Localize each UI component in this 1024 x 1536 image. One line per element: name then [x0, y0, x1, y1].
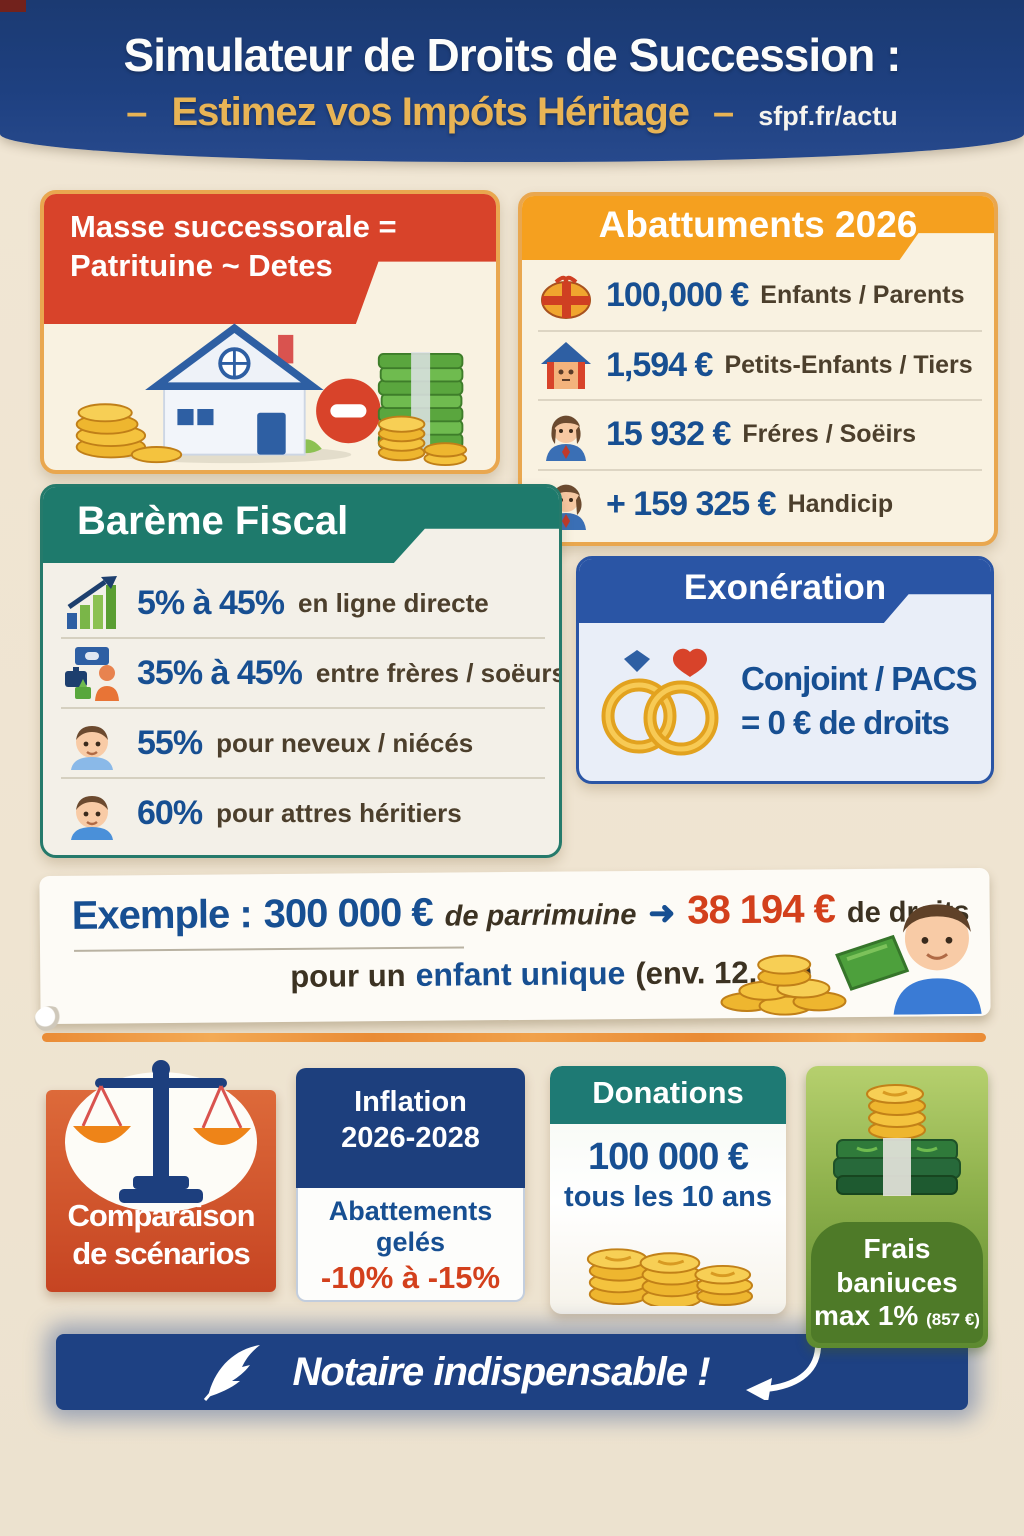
coins-and-child-illustration	[720, 904, 982, 1016]
abattement-amount: + 159 325 €	[606, 484, 777, 523]
frais-line3: max 1% (857 €)	[813, 1299, 981, 1333]
curved-arrow-icon	[745, 1345, 821, 1400]
abattement-amount: 15 932 €	[606, 415, 731, 454]
notaire-text: Notaire indispensable !	[292, 1349, 710, 1394]
bareme-label: pour neveux / niécés	[216, 727, 474, 758]
subtitle-row: – Estimez vos Impóts Héritage – sfpf.fr/…	[126, 90, 897, 135]
frais-paren: (857 €)	[926, 1310, 980, 1330]
bareme-card-header: Barème Fiscal	[43, 487, 559, 563]
bareme-label: entre frères / soëurs	[315, 657, 562, 688]
comparison-card: Comparaison de scénarios	[46, 1060, 276, 1292]
estate-minus-debts-illustration	[75, 323, 468, 466]
abattements-card-header: Abattuments 2026	[522, 196, 994, 260]
inflation-body-line3: -10% à -15%	[320, 1260, 501, 1296]
bareme-rate: 60%	[137, 793, 203, 832]
abattement-amount: 1,594 €	[606, 345, 713, 384]
abattement-row: 100,000 € Enfants / Parents	[538, 262, 982, 330]
abattement-row: 1,594 € Petits-Enfants / Tiers	[538, 329, 982, 400]
abattements-rows: 100,000 € Enfants / Parents 1,594 €	[538, 262, 982, 538]
inflation-body-line1: Abattements	[328, 1196, 493, 1226]
bareme-rate: 35% à 45%	[137, 653, 303, 692]
frais-label: Frais baniuces max 1% (857 €)	[811, 1222, 983, 1343]
donations-card: Donations 100 000 € tous les 10 ans	[550, 1066, 786, 1314]
bareme-row: 60% pour attres héritiers	[61, 777, 545, 847]
exoneration-body: Conjoint / PACS = 0 € de droits	[593, 629, 981, 773]
corner-mark	[0, 0, 26, 12]
abattement-amount: 100,000 €	[606, 276, 749, 315]
inflation-title-line1: Inflation	[354, 1086, 467, 1118]
abattement-row: 15 932 € Fréres / Soëirs	[538, 399, 982, 469]
exoneration-card: Exonération Conjoint / PACS = 0 € de dro…	[576, 556, 994, 784]
example-mid: de parrimuine	[444, 898, 637, 933]
scales-icon	[65, 1060, 257, 1212]
exoneration-text: Conjoint / PACS = 0 € de droits	[741, 660, 978, 742]
abattement-row: + 159 325 € Handicip	[538, 468, 982, 539]
quill-feather-icon	[204, 1345, 261, 1401]
person-icon	[538, 409, 594, 461]
bareme-label: pour attres héritiers	[216, 797, 462, 828]
frais-line1: Frais	[863, 1233, 931, 1265]
masse-title-line2: Patrituine ~ Detes	[70, 247, 333, 283]
bareme-rate: 5% à 45%	[137, 583, 285, 622]
abattement-label: Petits-Enfants / Tiers	[724, 350, 973, 379]
abattement-label: Fréres / Soëirs	[742, 420, 917, 449]
exoneration-line2: = 0 € de droits	[741, 704, 950, 741]
abattements-card: Abattuments 2026 100,000 € Enfants / Par…	[518, 192, 998, 546]
coin-stacks-icon	[586, 1248, 754, 1306]
donations-period: tous les 10 ans	[564, 1181, 772, 1213]
comparison-line1: Comparaison	[67, 1197, 255, 1233]
header-banner: Simulateur de Droits de Succession : – E…	[0, 0, 1024, 162]
bareme-rate: 55%	[137, 723, 203, 762]
website-url: sfpf.fr/actu	[758, 100, 898, 131]
bareme-rows: 5% à 45% en ligne directe	[61, 569, 559, 847]
example-prefix: Exemple :	[71, 892, 252, 938]
abattement-label: Handicip	[787, 489, 894, 518]
donations-card-header: Donations	[550, 1066, 786, 1124]
wedding-rings-icon	[601, 648, 719, 756]
inflation-title-line2: 2026-2028	[341, 1122, 480, 1155]
frais-max: max 1%	[814, 1300, 919, 1332]
gift-icon	[538, 271, 594, 321]
masse-successorale-card: Masse successorale = Patrituine ~ Detes	[40, 190, 500, 474]
abattement-label: Enfants / Parents	[760, 281, 965, 310]
page-title: Simulateur de Droits de Succession :	[123, 28, 902, 81]
money-person-icon	[61, 645, 123, 701]
bareme-fiscal-card: Barème Fiscal 5% à 45% en ligne directe	[40, 484, 562, 858]
page-curl	[34, 1005, 65, 1033]
bareme-row: 5% à 45% en ligne directe	[61, 569, 545, 637]
house-icon	[538, 339, 594, 391]
page-subtitle: Estimez vos Impóts Héritage	[171, 89, 690, 134]
banknotes-coins-icon	[833, 1084, 961, 1196]
bareme-row: 35% à 45% entre frères / soëurs	[61, 637, 559, 707]
example-line2-bold: enfant unique	[415, 955, 626, 993]
boy-icon	[61, 786, 123, 840]
comparison-line2: de scénarios	[72, 1236, 251, 1272]
inflation-card-header: Inflation 2026-2028	[296, 1068, 525, 1188]
bareme-label: en ligne directe	[298, 587, 489, 618]
masse-card-header: Masse successorale = Patrituine ~ Detes	[44, 194, 496, 324]
example-line2-pre: pour un	[290, 957, 406, 994]
frais-bancaires-card: Frais baniuces max 1% (857 €)	[806, 1066, 988, 1348]
dash-left: –	[126, 91, 148, 134]
bareme-row: 55% pour neveux / niécés	[61, 707, 545, 777]
inflation-card: Inflation 2026-2028 Abattements gelés -1…	[296, 1068, 525, 1302]
chart-up-icon	[61, 576, 123, 630]
inflation-body-line2: gelés	[375, 1227, 446, 1258]
exoneration-line1: Conjoint / PACS	[741, 660, 978, 697]
donations-amount: 100 000 €	[587, 1136, 749, 1178]
boy-icon	[61, 716, 123, 770]
comparison-label: Comparaison de scénarios	[46, 1197, 276, 1275]
masse-title-line1: Masse successorale =	[70, 209, 397, 244]
example-amount: 300 000 €	[263, 890, 433, 937]
dash-right: –	[713, 91, 735, 134]
frais-line2: baniuces	[836, 1266, 958, 1298]
inflation-card-body: Abattements gelés -10% à -15%	[296, 1188, 525, 1302]
section-divider	[42, 1033, 986, 1042]
arrow-right-icon: ➜	[648, 894, 676, 931]
example-underline	[74, 946, 465, 952]
exoneration-card-header: Exonération	[579, 559, 991, 623]
example-banner: Exemple : 300 000 € de parrimuine ➜ 38 1…	[34, 867, 991, 1033]
